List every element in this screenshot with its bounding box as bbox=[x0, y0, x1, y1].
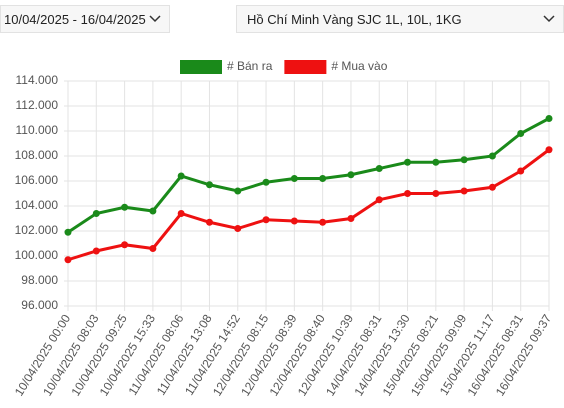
point bbox=[517, 167, 525, 175]
product: Hồ Chí Minh Vàng SJC 1L, 10L, 1KG bbox=[247, 11, 462, 27]
legend-swatch bbox=[284, 60, 327, 74]
y-tick-label: 96.000 bbox=[21, 298, 58, 312]
y-tick-label: 102.000 bbox=[15, 223, 59, 237]
y-tick-label: 114.000 bbox=[16, 73, 59, 87]
point bbox=[404, 190, 412, 197]
point bbox=[262, 216, 270, 224]
point bbox=[149, 207, 157, 215]
legend-label: # Bán ra bbox=[227, 59, 273, 73]
product-select[interactable]: Hồ Chí Minh Vàng SJC 1L, 10L, 1KG bbox=[236, 5, 564, 33]
point bbox=[205, 218, 213, 226]
chevron bbox=[149, 15, 161, 23]
point bbox=[488, 152, 496, 160]
point bbox=[347, 171, 355, 179]
y-tick-label: 112.000 bbox=[16, 98, 59, 112]
point bbox=[177, 210, 185, 217]
y-tick-label: 100.000 bbox=[15, 248, 59, 262]
point bbox=[149, 245, 157, 252]
point bbox=[375, 165, 383, 172]
point bbox=[290, 217, 298, 225]
point bbox=[121, 241, 129, 249]
point bbox=[177, 172, 185, 180]
point bbox=[234, 225, 242, 232]
point bbox=[64, 228, 72, 236]
chart: 96.000 98.000 100.000 102.000 104.000 106.000… bbox=[12, 59, 555, 398]
point bbox=[290, 175, 298, 182]
point bbox=[545, 115, 553, 122]
y-tick-label: 108.000 bbox=[15, 148, 59, 162]
point bbox=[121, 203, 129, 211]
series-line bbox=[67, 117, 550, 234]
point bbox=[460, 187, 468, 195]
y-tick-label: 104.000 bbox=[15, 198, 59, 212]
y-tick-label: 98.000 bbox=[21, 273, 58, 287]
point bbox=[545, 146, 553, 154]
point bbox=[432, 190, 440, 197]
chevron bbox=[543, 15, 555, 23]
point bbox=[205, 181, 213, 189]
y-tick-label: 110.000 bbox=[16, 123, 59, 137]
point bbox=[319, 218, 327, 226]
point bbox=[319, 175, 327, 182]
point bbox=[262, 178, 270, 186]
point bbox=[517, 130, 525, 137]
date-range: 10/04/2025 - 16/04/2025 bbox=[4, 11, 146, 27]
point bbox=[460, 156, 468, 164]
legend-label: # Mua vào bbox=[331, 59, 387, 73]
point bbox=[64, 256, 72, 264]
point bbox=[234, 187, 242, 195]
series-line bbox=[67, 148, 550, 262]
point bbox=[432, 158, 440, 166]
y-tick-label: 106.000 bbox=[15, 173, 59, 187]
point bbox=[92, 247, 100, 255]
point bbox=[92, 210, 100, 217]
point bbox=[404, 158, 412, 166]
point bbox=[375, 196, 383, 204]
point bbox=[347, 215, 355, 222]
date-range-select[interactable]: 10/04/2025 - 16/04/2025 bbox=[0, 5, 170, 33]
legend-swatch bbox=[180, 60, 222, 74]
point bbox=[488, 183, 496, 191]
